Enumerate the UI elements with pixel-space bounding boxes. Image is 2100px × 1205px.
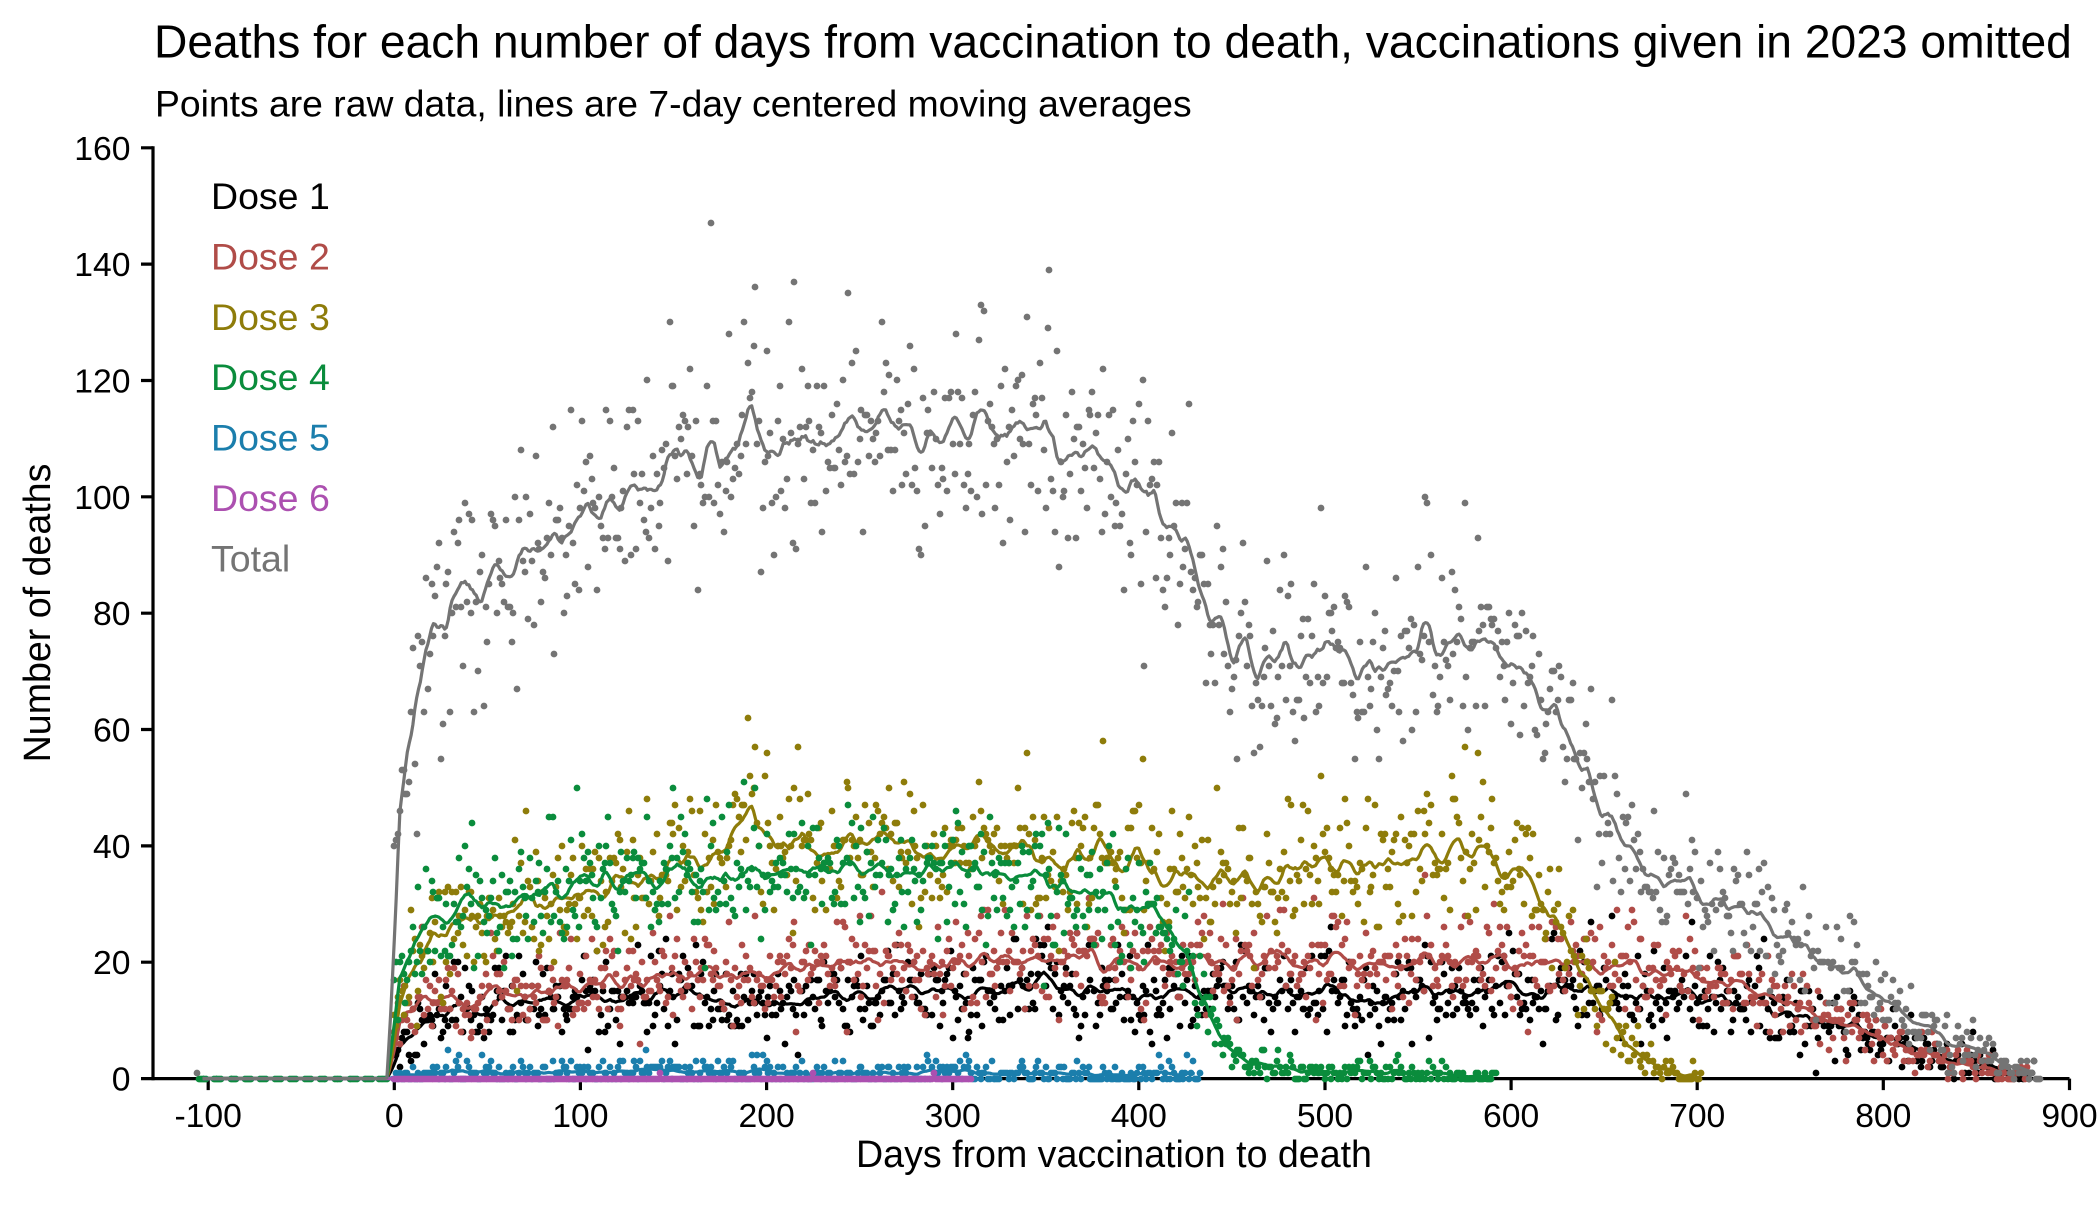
- svg-text:20: 20: [93, 944, 130, 982]
- svg-text:600: 600: [1483, 1097, 1539, 1135]
- svg-text:Dose 2: Dose 2: [211, 235, 330, 277]
- svg-text:500: 500: [1297, 1097, 1353, 1135]
- svg-text:Dose 1: Dose 1: [211, 175, 330, 217]
- svg-text:80: 80: [93, 595, 130, 633]
- svg-text:900: 900: [2041, 1097, 2097, 1135]
- svg-text:100: 100: [552, 1097, 608, 1135]
- svg-text:Deaths for each number of days: Deaths for each number of days from vacc…: [154, 16, 2072, 68]
- svg-text:400: 400: [1111, 1097, 1167, 1135]
- svg-text:Points are raw data, lines are: Points are raw data, lines are 7-day cen…: [155, 82, 1192, 124]
- svg-text:700: 700: [1669, 1097, 1725, 1135]
- svg-text:140: 140: [74, 246, 130, 284]
- svg-text:Dose 3: Dose 3: [211, 296, 330, 338]
- svg-text:40: 40: [93, 828, 130, 866]
- svg-text:Dose 5: Dose 5: [211, 417, 330, 459]
- svg-text:60: 60: [93, 712, 130, 750]
- svg-text:0: 0: [385, 1097, 404, 1135]
- svg-text:-100: -100: [174, 1097, 241, 1135]
- svg-text:800: 800: [1855, 1097, 1911, 1135]
- svg-text:Dose 4: Dose 4: [211, 356, 330, 398]
- svg-text:Number of deaths: Number of deaths: [16, 464, 58, 763]
- svg-text:Dose 6: Dose 6: [211, 477, 330, 519]
- svg-text:300: 300: [925, 1097, 981, 1135]
- svg-text:120: 120: [74, 363, 130, 401]
- svg-text:200: 200: [738, 1097, 794, 1135]
- svg-text:Total: Total: [211, 537, 290, 579]
- svg-text:160: 160: [74, 130, 130, 168]
- svg-text:Days from vaccination to death: Days from vaccination to death: [856, 1133, 1372, 1175]
- svg-text:0: 0: [112, 1061, 131, 1099]
- svg-text:100: 100: [74, 479, 130, 517]
